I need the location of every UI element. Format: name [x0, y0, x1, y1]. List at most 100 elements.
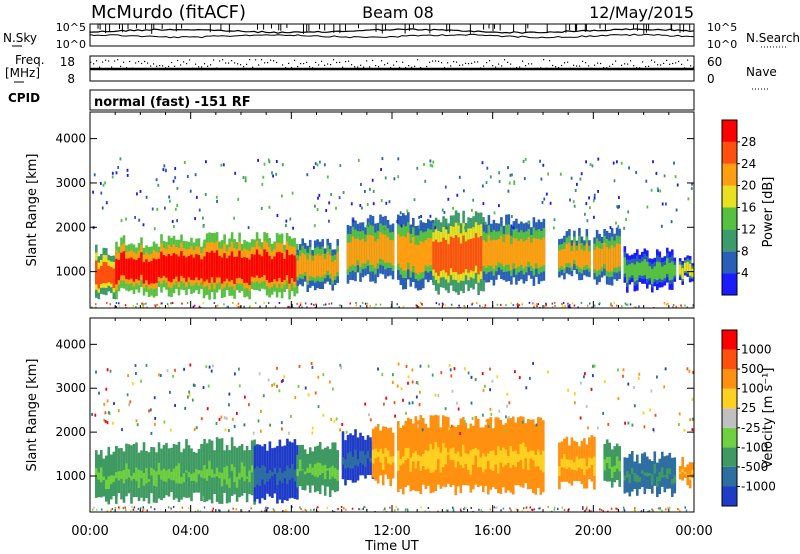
ground-cell	[136, 510, 138, 512]
nave-point	[402, 61, 404, 63]
ground-cell	[452, 509, 455, 512]
scatter-cell	[624, 421, 626, 425]
ground-cell	[358, 508, 360, 511]
heatmap-cell	[452, 447, 455, 461]
scatter-cell	[510, 224, 513, 228]
ground-cell	[132, 305, 134, 307]
heatmap-cell	[263, 249, 266, 276]
scatter-cell	[625, 217, 627, 221]
scatter-cell	[317, 196, 319, 200]
scatter-cell	[204, 193, 207, 196]
ground-cell	[611, 304, 613, 307]
ground-cell	[134, 510, 136, 512]
scatter-cell	[369, 418, 372, 422]
heatmap-cell	[641, 261, 644, 276]
ground-cell	[621, 305, 623, 308]
heatmap-cell	[409, 418, 413, 492]
heatmap-cell	[281, 472, 284, 484]
nave-point	[486, 62, 488, 64]
colorbar-tick-label: 500	[741, 362, 764, 376]
ground-cell	[647, 510, 649, 512]
ground-cell	[298, 305, 301, 308]
scatter-cell	[492, 219, 495, 223]
scatter-cell	[447, 197, 450, 201]
heatmap-cell	[397, 450, 400, 471]
heatmap-cell	[532, 451, 535, 461]
heatmap-cell	[626, 265, 629, 283]
ground-cell	[114, 506, 117, 509]
nave-point	[168, 65, 170, 68]
ground-cell	[239, 305, 242, 308]
nave-point	[576, 65, 578, 67]
heatmap-cell	[105, 479, 108, 490]
scatter-cell	[150, 431, 153, 435]
scatter-cell	[360, 183, 362, 186]
scatter-cell	[654, 413, 657, 417]
heatmap-cell	[235, 477, 239, 488]
ground-cell	[139, 507, 142, 510]
heatmap-cell	[356, 459, 360, 467]
scatter-cell	[271, 171, 273, 175]
heatmap-cell	[182, 473, 186, 483]
heatmap-cell	[155, 471, 158, 487]
heatmap-cell	[565, 243, 569, 263]
time-tick-label: 12:00	[373, 524, 410, 539]
nave-point	[396, 61, 398, 63]
colorbar-tick-label: 24	[741, 157, 756, 171]
ground-cell	[249, 305, 252, 307]
nave-point	[585, 62, 587, 64]
heatmap-cell	[296, 260, 299, 277]
nave-point	[477, 61, 479, 63]
scatter-cell	[176, 186, 179, 190]
nave-point	[159, 65, 161, 67]
nave-point	[225, 62, 227, 64]
scatter-cell	[423, 162, 425, 166]
heatmap-cell	[605, 457, 609, 463]
scatter-cell	[589, 206, 591, 210]
scatter-cell	[683, 428, 686, 432]
scatter-cell	[418, 215, 420, 219]
heatmap-cell	[462, 235, 465, 273]
nave-point	[654, 61, 656, 63]
scatter-cell	[281, 194, 283, 198]
scatter-cell	[511, 173, 513, 177]
nave-point	[93, 63, 95, 65]
heatmap-cell	[560, 249, 564, 267]
heatmap-cell	[558, 250, 561, 268]
heatmap-cell	[651, 474, 654, 486]
ground-cell	[118, 507, 121, 510]
heatmap-cell	[638, 463, 642, 490]
ground-cell	[203, 506, 206, 509]
noise-left-tick-top: 10^5	[56, 21, 86, 34]
heatmap-cell	[608, 456, 611, 469]
scatter-cell	[318, 193, 321, 197]
scatter-cell	[202, 386, 205, 389]
heatmap-cell	[278, 251, 281, 278]
ground-cell	[509, 507, 511, 510]
scatter-cell	[236, 411, 238, 415]
heatmap-cell	[563, 248, 566, 269]
heatmap-cell	[588, 457, 591, 469]
scatter-cell	[155, 178, 158, 182]
ground-cell	[610, 302, 612, 305]
heatmap-cell	[494, 417, 498, 490]
ground-cell	[278, 302, 281, 304]
heatmap-cell	[610, 466, 614, 478]
ground-cell	[633, 509, 636, 512]
heatmap-cell	[122, 251, 126, 276]
scatter-cell	[195, 426, 198, 430]
ground-cell	[521, 510, 523, 512]
ground-cell	[237, 305, 240, 308]
scatter-cell	[165, 169, 167, 173]
heatmap-cell	[255, 249, 259, 276]
nave-point	[177, 59, 179, 62]
nave-point	[489, 60, 491, 62]
ground-cell	[95, 303, 97, 306]
ground-cell	[599, 302, 601, 305]
ground-cell	[481, 305, 484, 308]
scatter-cell	[508, 416, 510, 420]
heatmap-cell	[399, 428, 403, 489]
scatter-cell	[330, 193, 332, 197]
heatmap-cell	[681, 468, 684, 473]
heatmap-cell	[653, 464, 657, 474]
